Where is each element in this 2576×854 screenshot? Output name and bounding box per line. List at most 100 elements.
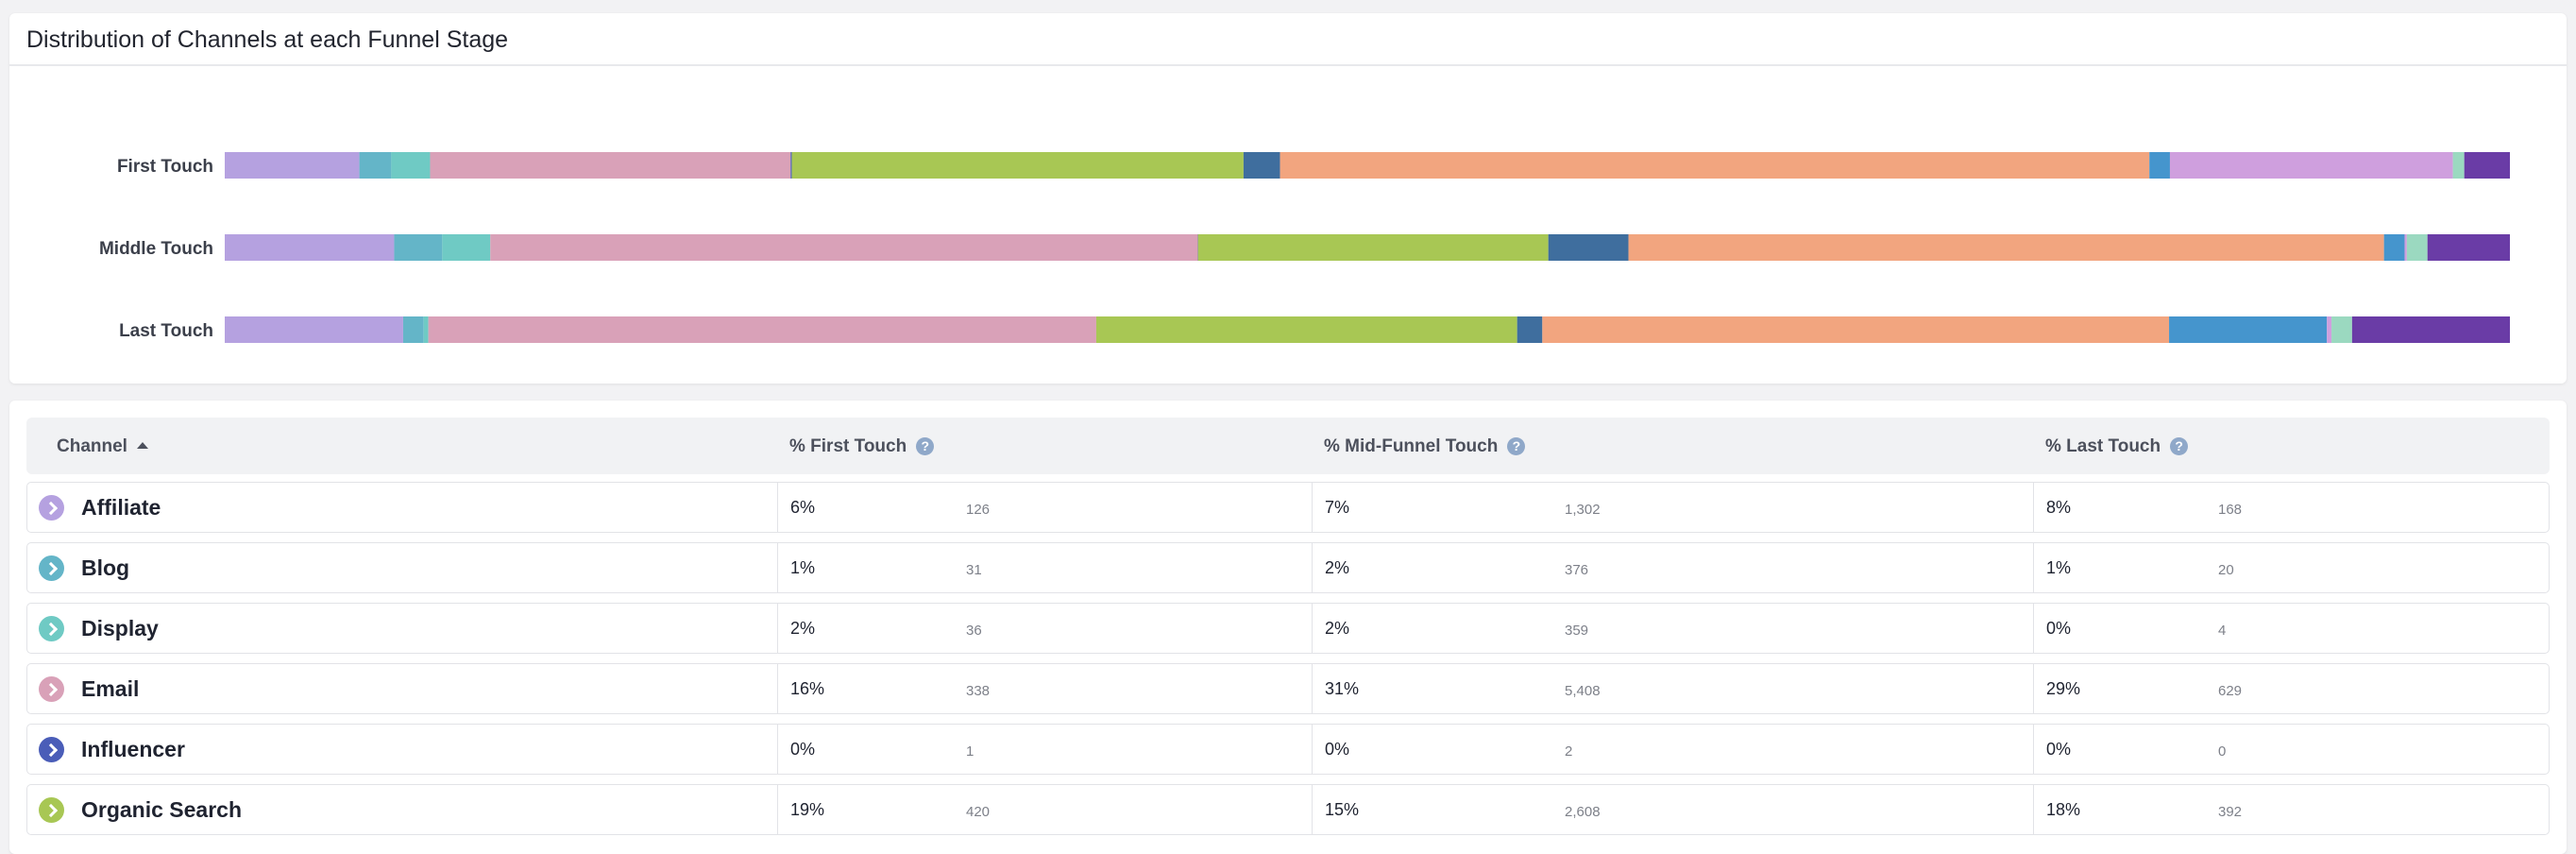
first-touch-percent: 6% xyxy=(790,498,816,517)
help-icon[interactable]: ? xyxy=(2170,437,2189,455)
bar-segment[interactable] xyxy=(359,152,392,179)
bar-segment[interactable] xyxy=(490,234,1198,261)
first-touch-count: 1 xyxy=(966,743,974,760)
table-row[interactable]: Display 2% 36 2% 359 0% 4 xyxy=(26,603,2550,654)
bar-segment[interactable] xyxy=(2327,316,2332,343)
last-touch-column-header[interactable]: % Last Touch? xyxy=(2045,418,2189,474)
cell-divider xyxy=(2033,604,2034,653)
first-touch-header-label: % First Touch xyxy=(789,436,907,456)
bar-segment[interactable] xyxy=(394,234,443,261)
bar-segment[interactable] xyxy=(1542,316,2170,343)
cell-divider xyxy=(2033,664,2034,713)
bar-segment[interactable] xyxy=(225,152,360,179)
bar-segment[interactable] xyxy=(442,234,491,261)
expand-chevron-icon[interactable] xyxy=(39,616,64,641)
bar-segment[interactable] xyxy=(2427,234,2510,261)
bar-segment[interactable] xyxy=(1243,152,1280,179)
cell-divider xyxy=(777,543,778,592)
bar-segment[interactable] xyxy=(2464,152,2510,179)
bar-segment[interactable] xyxy=(2169,152,2453,179)
channel-column-header[interactable]: Channel xyxy=(57,418,148,474)
channel-name: Blog xyxy=(81,555,130,580)
bar-segment[interactable] xyxy=(1548,234,1629,261)
bar-segment[interactable] xyxy=(225,316,403,343)
first-touch-percent: 0% xyxy=(790,740,816,759)
last-touch-count: 20 xyxy=(2218,562,2234,578)
channel-name: Display xyxy=(81,616,159,640)
channel-name: Organic Search xyxy=(81,797,243,822)
expand-chevron-icon[interactable] xyxy=(39,676,64,702)
bar-segment[interactable] xyxy=(1095,316,1517,343)
last-touch-percent: 29% xyxy=(2046,679,2081,698)
bar-segment[interactable] xyxy=(1280,152,2150,179)
mid-touch-header-label: % Mid-Funnel Touch xyxy=(1324,436,1499,456)
cell-divider xyxy=(2033,483,2034,532)
chart-card: Distribution of Channels at each Funnel … xyxy=(9,13,2567,384)
last-touch-percent: 0% xyxy=(2046,619,2072,638)
bar-segment[interactable] xyxy=(225,234,395,261)
bar-segment[interactable] xyxy=(2331,316,2352,343)
bar-segment[interactable] xyxy=(402,316,424,343)
cell-divider xyxy=(777,785,778,834)
cell-divider xyxy=(777,664,778,713)
last-touch-count: 168 xyxy=(2218,502,2243,518)
bar-segment[interactable] xyxy=(2406,234,2428,261)
bar-segment[interactable] xyxy=(2452,152,2465,179)
table-header: Channel % First Touch? % Mid-Funnel Touc… xyxy=(26,418,2550,474)
bar-segment[interactable] xyxy=(423,316,429,343)
last-touch-header-label: % Last Touch xyxy=(2045,436,2161,456)
cell-divider xyxy=(1312,483,1313,532)
mid-touch-percent: 0% xyxy=(1325,740,1350,759)
bar-segment[interactable] xyxy=(1197,234,1549,261)
table-row[interactable]: Email 16% 338 31% 5,408 29% 629 xyxy=(26,663,2550,714)
last-touch-count: 629 xyxy=(2218,683,2243,699)
mid-touch-count: 5,408 xyxy=(1565,683,1601,699)
bar-segment[interactable] xyxy=(790,152,792,179)
cell-divider xyxy=(1312,785,1313,834)
table-row[interactable]: Blog 1% 31 2% 376 1% 20 xyxy=(26,542,2550,593)
bar-segment[interactable] xyxy=(2404,234,2407,261)
help-icon[interactable]: ? xyxy=(1507,437,1526,455)
mid-touch-percent: 2% xyxy=(1325,558,1350,577)
mid-touch-column-header[interactable]: % Mid-Funnel Touch? xyxy=(1324,418,1526,474)
mid-touch-percent: 15% xyxy=(1325,800,1360,819)
bar-segment[interactable] xyxy=(791,152,1244,179)
bar-segment[interactable] xyxy=(2149,152,2170,179)
bar-segment[interactable] xyxy=(391,152,431,179)
expand-chevron-icon[interactable] xyxy=(39,555,64,581)
bar-segment[interactable] xyxy=(430,152,791,179)
first-touch-percent: 2% xyxy=(790,619,816,638)
channel-header-label: Channel xyxy=(57,436,127,456)
sort-ascending-icon xyxy=(136,442,148,449)
table-row[interactable]: Influencer 0% 1 0% 2 0% 0 xyxy=(26,724,2550,775)
table-row[interactable]: Affiliate 6% 126 7% 1,302 8% 168 xyxy=(26,482,2550,533)
first-touch-percent: 1% xyxy=(790,558,816,577)
expand-chevron-icon[interactable] xyxy=(39,797,64,823)
last-touch-percent: 1% xyxy=(2046,558,2072,577)
cell-divider xyxy=(777,604,778,653)
stacked-bar-chart: First Touch Middle Touch Last Touch xyxy=(99,152,2510,343)
bar-segment[interactable] xyxy=(2169,316,2328,343)
bar-segment[interactable] xyxy=(2383,234,2405,261)
row-label: First Touch xyxy=(117,157,213,177)
channel-name: Email xyxy=(81,676,140,701)
first-touch-count: 36 xyxy=(966,623,982,639)
mid-touch-count: 2 xyxy=(1565,743,1573,760)
channel-name: Affiliate xyxy=(81,495,161,520)
last-touch-count: 4 xyxy=(2218,623,2227,639)
bar-segment[interactable] xyxy=(1517,316,1543,343)
mid-touch-count: 1,302 xyxy=(1565,502,1601,518)
bar-segment[interactable] xyxy=(2351,316,2510,343)
last-touch-percent: 0% xyxy=(2046,740,2072,759)
table-row[interactable]: Organic Search 19% 420 15% 2,608 18% 392 xyxy=(26,784,2550,835)
first-touch-column-header[interactable]: % First Touch? xyxy=(789,418,935,474)
row-label: Last Touch xyxy=(119,321,213,341)
expand-chevron-icon[interactable] xyxy=(39,737,64,762)
bar-segment[interactable] xyxy=(428,316,1096,343)
cell-divider xyxy=(2033,543,2034,592)
channel-table-card: Channel % First Touch? % Mid-Funnel Touc… xyxy=(9,401,2567,854)
expand-chevron-icon[interactable] xyxy=(39,495,64,521)
chart-title: Distribution of Channels at each Funnel … xyxy=(9,13,2567,66)
bar-segment[interactable] xyxy=(1628,234,2384,261)
help-icon[interactable]: ? xyxy=(916,437,935,455)
